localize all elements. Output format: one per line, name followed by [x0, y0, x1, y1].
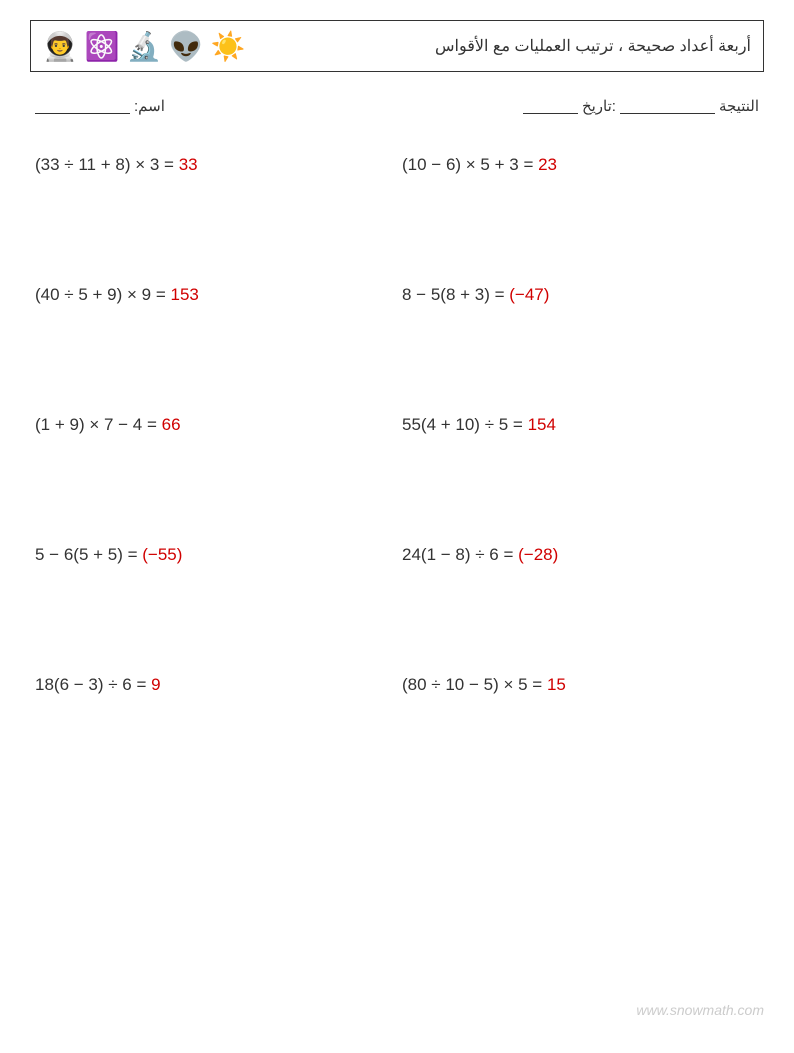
atom-icon: ⚛️ [85, 29, 119, 63]
answer: (−55) [142, 545, 182, 564]
info-row: اسم: النتيجة :تاريخ [30, 97, 764, 115]
problem-6: 55(4 + 10) ÷ 5 = 154 [402, 415, 759, 435]
date-label: :تاريخ [582, 97, 616, 115]
expression: 8 − 5(8 + 3) = [402, 285, 509, 304]
expression: 5 − 6(5 + 5) = [35, 545, 142, 564]
answer: 15 [547, 675, 566, 694]
footer-watermark: www.snowmath.com [636, 1002, 764, 1018]
problems-grid: (33 ÷ 11 + 8) × 3 = 33 (10 − 6) × 5 + 3 … [30, 155, 764, 695]
answer: 153 [171, 285, 199, 304]
problem-10: (80 ÷ 10 − 5) × 5 = 15 [402, 675, 759, 695]
expression: (40 ÷ 5 + 9) × 9 = [35, 285, 171, 304]
problem-7: 5 − 6(5 + 5) = (−55) [35, 545, 392, 565]
date-score-field: النتيجة :تاريخ [523, 97, 759, 115]
expression: 55(4 + 10) ÷ 5 = [402, 415, 528, 434]
score-label: النتيجة [719, 97, 759, 115]
problem-1: (33 ÷ 11 + 8) × 3 = 33 [35, 155, 392, 175]
microscope-icon: 🔬 [127, 29, 161, 63]
problem-8: 24(1 − 8) ÷ 6 = (−28) [402, 545, 759, 565]
icons-group: 👨‍🚀 ⚛️ 🔬 👽 ☀️ [43, 29, 245, 63]
expression: (80 ÷ 10 − 5) × 5 = [402, 675, 547, 694]
answer: 23 [538, 155, 557, 174]
expression: (10 − 6) × 5 + 3 = [402, 155, 538, 174]
problem-2: (10 − 6) × 5 + 3 = 23 [402, 155, 759, 175]
name-label: اسم: [134, 97, 165, 115]
name-blank [35, 98, 130, 114]
alien-icon: 👽 [169, 29, 203, 63]
astronaut-icon: 👨‍🚀 [43, 29, 77, 63]
name-field: اسم: [35, 97, 165, 115]
problem-5: (1 + 9) × 7 − 4 = 66 [35, 415, 392, 435]
date-blank [523, 98, 578, 114]
expression: 24(1 − 8) ÷ 6 = [402, 545, 518, 564]
problem-3: (40 ÷ 5 + 9) × 9 = 153 [35, 285, 392, 305]
sun-icon: ☀️ [211, 29, 245, 63]
answer: 66 [162, 415, 181, 434]
problem-9: 18(6 − 3) ÷ 6 = 9 [35, 675, 392, 695]
problem-4: 8 − 5(8 + 3) = (−47) [402, 285, 759, 305]
answer: (−47) [509, 285, 549, 304]
answer: 33 [179, 155, 198, 174]
score-blank [620, 98, 715, 114]
answer: 154 [528, 415, 556, 434]
worksheet-title: أربعة أعداد صحيحة ، ترتيب العمليات مع ال… [435, 36, 751, 56]
answer: (−28) [518, 545, 558, 564]
expression: (33 ÷ 11 + 8) × 3 = [35, 155, 179, 174]
expression: (1 + 9) × 7 − 4 = [35, 415, 162, 434]
expression: 18(6 − 3) ÷ 6 = [35, 675, 151, 694]
answer: 9 [151, 675, 160, 694]
header-box: 👨‍🚀 ⚛️ 🔬 👽 ☀️ أربعة أعداد صحيحة ، ترتيب … [30, 20, 764, 72]
